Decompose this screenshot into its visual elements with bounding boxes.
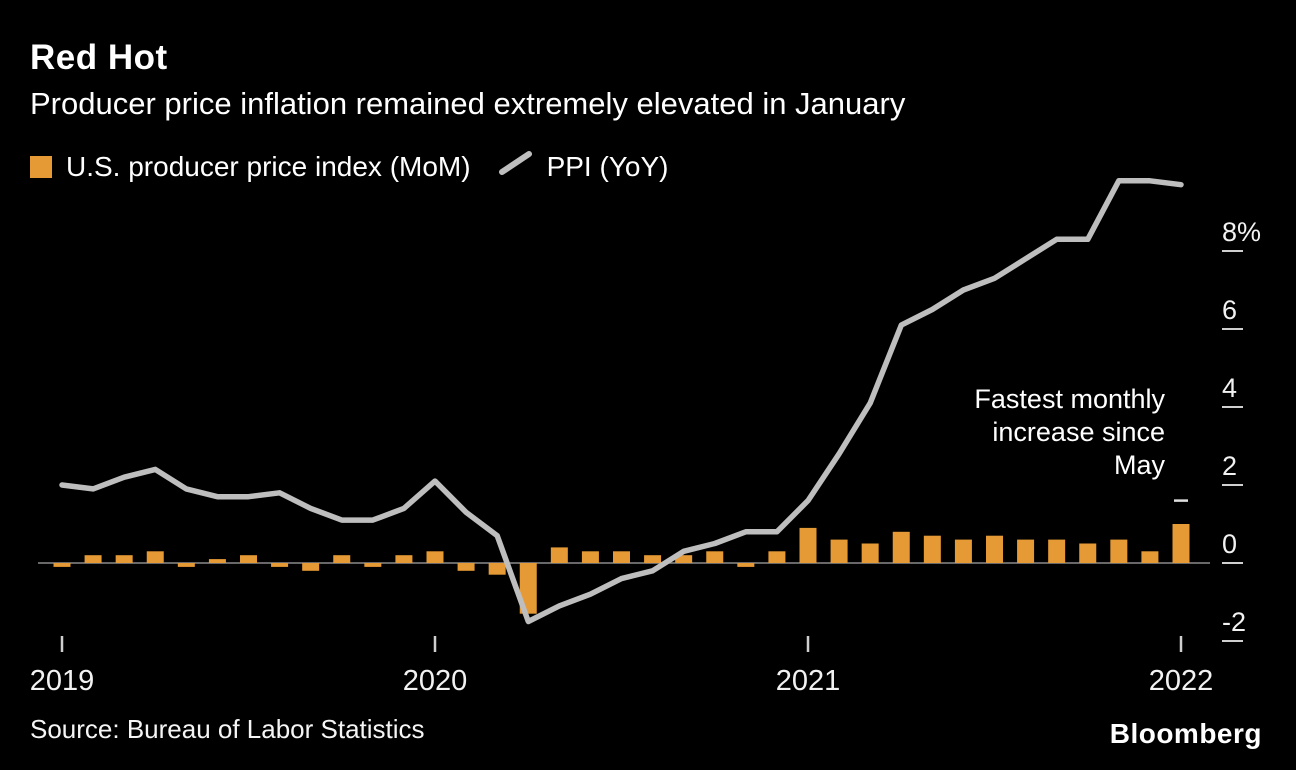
bar-series-swatch-icon xyxy=(30,155,52,178)
chart-annotation: Fastest monthly increase since May xyxy=(974,384,1165,480)
mom-bar-2019-02 xyxy=(84,555,102,563)
ppi-yoy-line xyxy=(59,178,1184,625)
mom-bar-2021-11 xyxy=(1110,539,1128,563)
mom-bar-2020-10 xyxy=(706,551,724,563)
x-axis-label: 2020 xyxy=(403,665,468,697)
mom-bar-2020-03 xyxy=(488,563,506,575)
mom-bar-2019-09 xyxy=(302,563,320,571)
mom-bar-2021-01 xyxy=(799,527,817,563)
y-axis-label: 2 xyxy=(1222,451,1237,481)
mom-bar-2019-08 xyxy=(271,563,289,567)
legend: U.S. producer price index (MoM) PPI (YoY… xyxy=(30,150,669,183)
mom-bar-2019-10 xyxy=(333,555,351,563)
mom-bar-2021-10 xyxy=(1079,543,1097,563)
mom-bar-2020-11 xyxy=(737,563,755,567)
mom-bar-2021-06 xyxy=(954,539,972,563)
y-axis-label: -2 xyxy=(1222,607,1246,637)
mom-bar-2020-12 xyxy=(768,551,786,563)
page-subtitle: Producer price inflation remained extrem… xyxy=(30,86,906,121)
y-axis-label: 8% xyxy=(1222,217,1261,247)
y-axis-label: 0 xyxy=(1222,529,1237,559)
source-credit: Source: Bureau of Labor Statistics xyxy=(30,714,425,744)
y-axis-label: 6 xyxy=(1222,295,1237,325)
mom-bar-2021-05 xyxy=(923,535,941,563)
mom-bar-2019-06 xyxy=(208,559,226,563)
mom-bar-2019-05 xyxy=(177,563,195,567)
mom-bar-2021-02 xyxy=(830,539,848,563)
mom-bar-2020-04 xyxy=(519,563,537,614)
mom-bar-2020-06 xyxy=(581,551,599,563)
mom-bar-2022-01 xyxy=(1172,524,1190,563)
mom-bar-2019-03 xyxy=(115,555,133,563)
mom-bar-2021-12 xyxy=(1141,551,1159,563)
mom-bar-2020-07 xyxy=(613,551,630,563)
mom-bar-2020-08 xyxy=(644,555,662,563)
y-axis-label: 4 xyxy=(1222,373,1237,403)
mom-bar-2021-09 xyxy=(1048,539,1066,563)
bloomberg-logo: Bloomberg xyxy=(1109,718,1262,749)
mom-bar-2019-07 xyxy=(240,555,257,563)
mom-bar-2019-04 xyxy=(146,551,164,563)
mom-bar-2021-04 xyxy=(892,531,910,563)
line-series-label: PPI (YoY) xyxy=(546,150,669,182)
x-axis-label: 2019 xyxy=(30,665,95,697)
mom-bar-2020-09 xyxy=(675,555,693,563)
mom-bar-2019-11 xyxy=(364,563,382,567)
x-axis-label: 2022 xyxy=(1149,665,1214,697)
mom-bar-2020-05 xyxy=(550,547,568,563)
line-series-swatch-icon xyxy=(498,150,533,183)
mom-bar-2019-12 xyxy=(395,555,413,563)
x-axis-label: 2021 xyxy=(776,665,841,697)
bar-series-label: U.S. producer price index (MoM) xyxy=(66,150,471,182)
mom-bar-2021-08 xyxy=(1017,539,1035,563)
mom-bar-2021-03 xyxy=(861,543,879,563)
mom-bar-2020-02 xyxy=(457,563,475,571)
mom-bar-2020-01 xyxy=(426,551,444,563)
mom-bar-2019-01 xyxy=(53,563,71,567)
mom-bar-2021-07 xyxy=(986,535,1003,563)
page-title: Red Hot xyxy=(30,38,168,77)
